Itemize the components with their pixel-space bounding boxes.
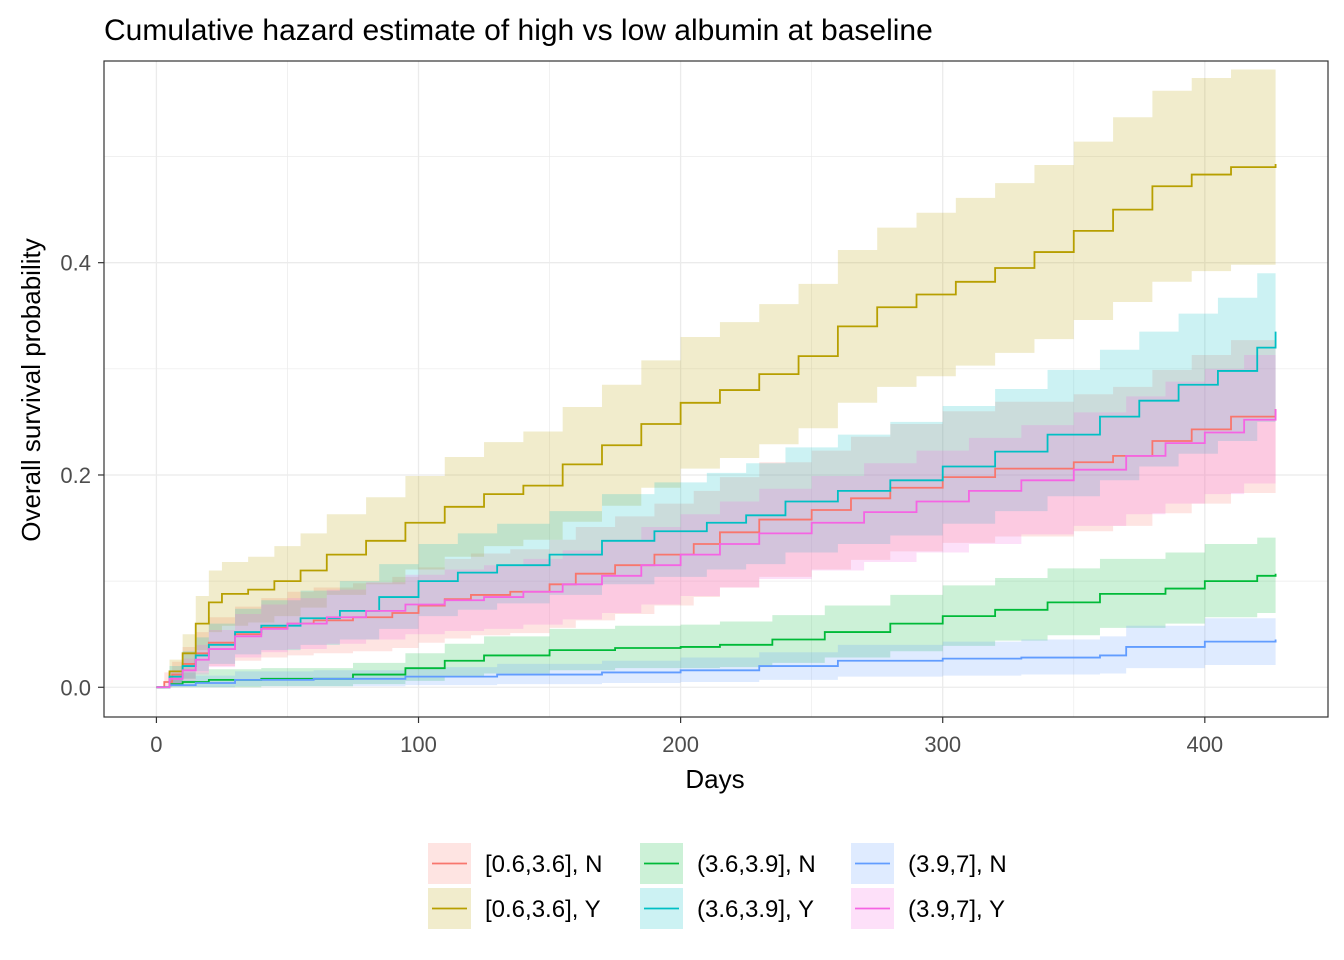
legend-label: (3.6,3.9], N [697, 851, 816, 878]
legend-label: (3.9,7], Y [908, 896, 1005, 923]
legend-item: [0.6,3.6], Y [428, 888, 601, 929]
x-tick-label: 100 [400, 732, 437, 757]
x-tick-label: 400 [1186, 732, 1223, 757]
plot-border [103, 60, 1329, 718]
x-tick-label: 300 [924, 732, 961, 757]
series-line-4 [156, 639, 1277, 689]
y-axis-title: Overall survival probability [16, 238, 46, 541]
x-tick-label: 200 [662, 732, 699, 757]
y-axis: 0.0 0.2 0.4 [60, 251, 104, 700]
series-lines [156, 163, 1277, 689]
x-axis: 0 100 200 300 400 [150, 717, 1223, 757]
legend-label: [0.6,3.6], Y [485, 896, 601, 923]
legend-item: (3.9,7], N [851, 843, 1007, 884]
y-tick-label: 0.2 [60, 463, 91, 488]
legend-item: (3.6,3.9], N [640, 843, 816, 884]
chart-title: Cumulative hazard estimate of high vs lo… [104, 14, 933, 47]
confidence-band-4 [156, 616, 1276, 688]
legend-label: (3.9,7], N [908, 851, 1007, 878]
series-line-1 [156, 163, 1277, 689]
legend-label: [0.6,3.6], N [485, 851, 602, 878]
confidence-band-2 [156, 528, 1276, 688]
y-tick-label: 0.0 [60, 675, 91, 700]
legend-label: (3.6,3.9], Y [697, 896, 814, 923]
confidence-band-5 [156, 342, 1276, 688]
legend-item: [0.6,3.6], N [428, 843, 602, 884]
confidence-band-0 [156, 331, 1276, 688]
legend: [0.6,3.6], N [0.6,3.6], Y (3.6,3.9], N (3.6… [428, 843, 1007, 929]
series-line-5 [156, 409, 1277, 689]
legend-item: (3.6,3.9], Y [640, 888, 814, 929]
plot-panel [104, 61, 1328, 717]
y-tick-label: 0.4 [60, 251, 91, 276]
confidence-band-1 [156, 69, 1276, 688]
legend-item: (3.9,7], Y [851, 888, 1005, 929]
x-axis-title: Days [685, 764, 744, 794]
grid [104, 61, 1328, 717]
x-tick-label: 0 [150, 732, 162, 757]
